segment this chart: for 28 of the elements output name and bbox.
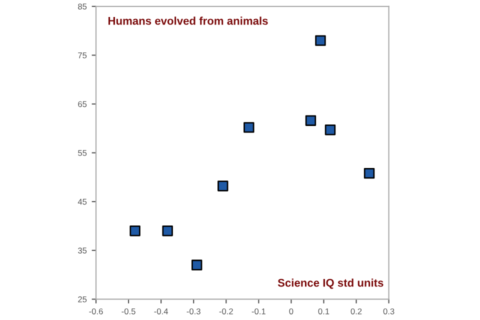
point [305, 115, 316, 126]
x-tick-label: -0.4 [154, 308, 168, 314]
point [324, 124, 336, 136]
point [218, 180, 228, 192]
annotation: Humans evolved from animals [108, 16, 268, 25]
x-tick-label: -0.5 [122, 308, 136, 314]
point [364, 168, 375, 179]
y-tick-label: 85 [78, 4, 87, 10]
x-tick-label: 0.3 [383, 308, 394, 314]
point [162, 226, 173, 236]
y-tick-label: 25 [78, 296, 87, 302]
point [192, 260, 202, 270]
x-tick-label: -0.3 [186, 308, 200, 314]
y-tick-label: 45 [78, 198, 87, 205]
x-tick-label: -0.2 [219, 308, 233, 314]
x-tick-label: -0.6 [89, 308, 103, 314]
x-tick-label: 0.1 [318, 308, 330, 314]
x-tick-label: 0.2 [350, 308, 362, 314]
y-tick-label: 65 [78, 101, 87, 108]
x-tick-label: 0 [289, 308, 294, 314]
y-tick-label: 75 [78, 52, 87, 58]
y-tick-label: 55 [78, 150, 87, 156]
point [130, 226, 140, 236]
point [244, 122, 254, 133]
y-tick-label: 35 [78, 248, 87, 254]
point [315, 35, 326, 46]
annotation: Science IQ std units [278, 278, 384, 289]
x-tick-label: -0.1 [252, 308, 266, 314]
